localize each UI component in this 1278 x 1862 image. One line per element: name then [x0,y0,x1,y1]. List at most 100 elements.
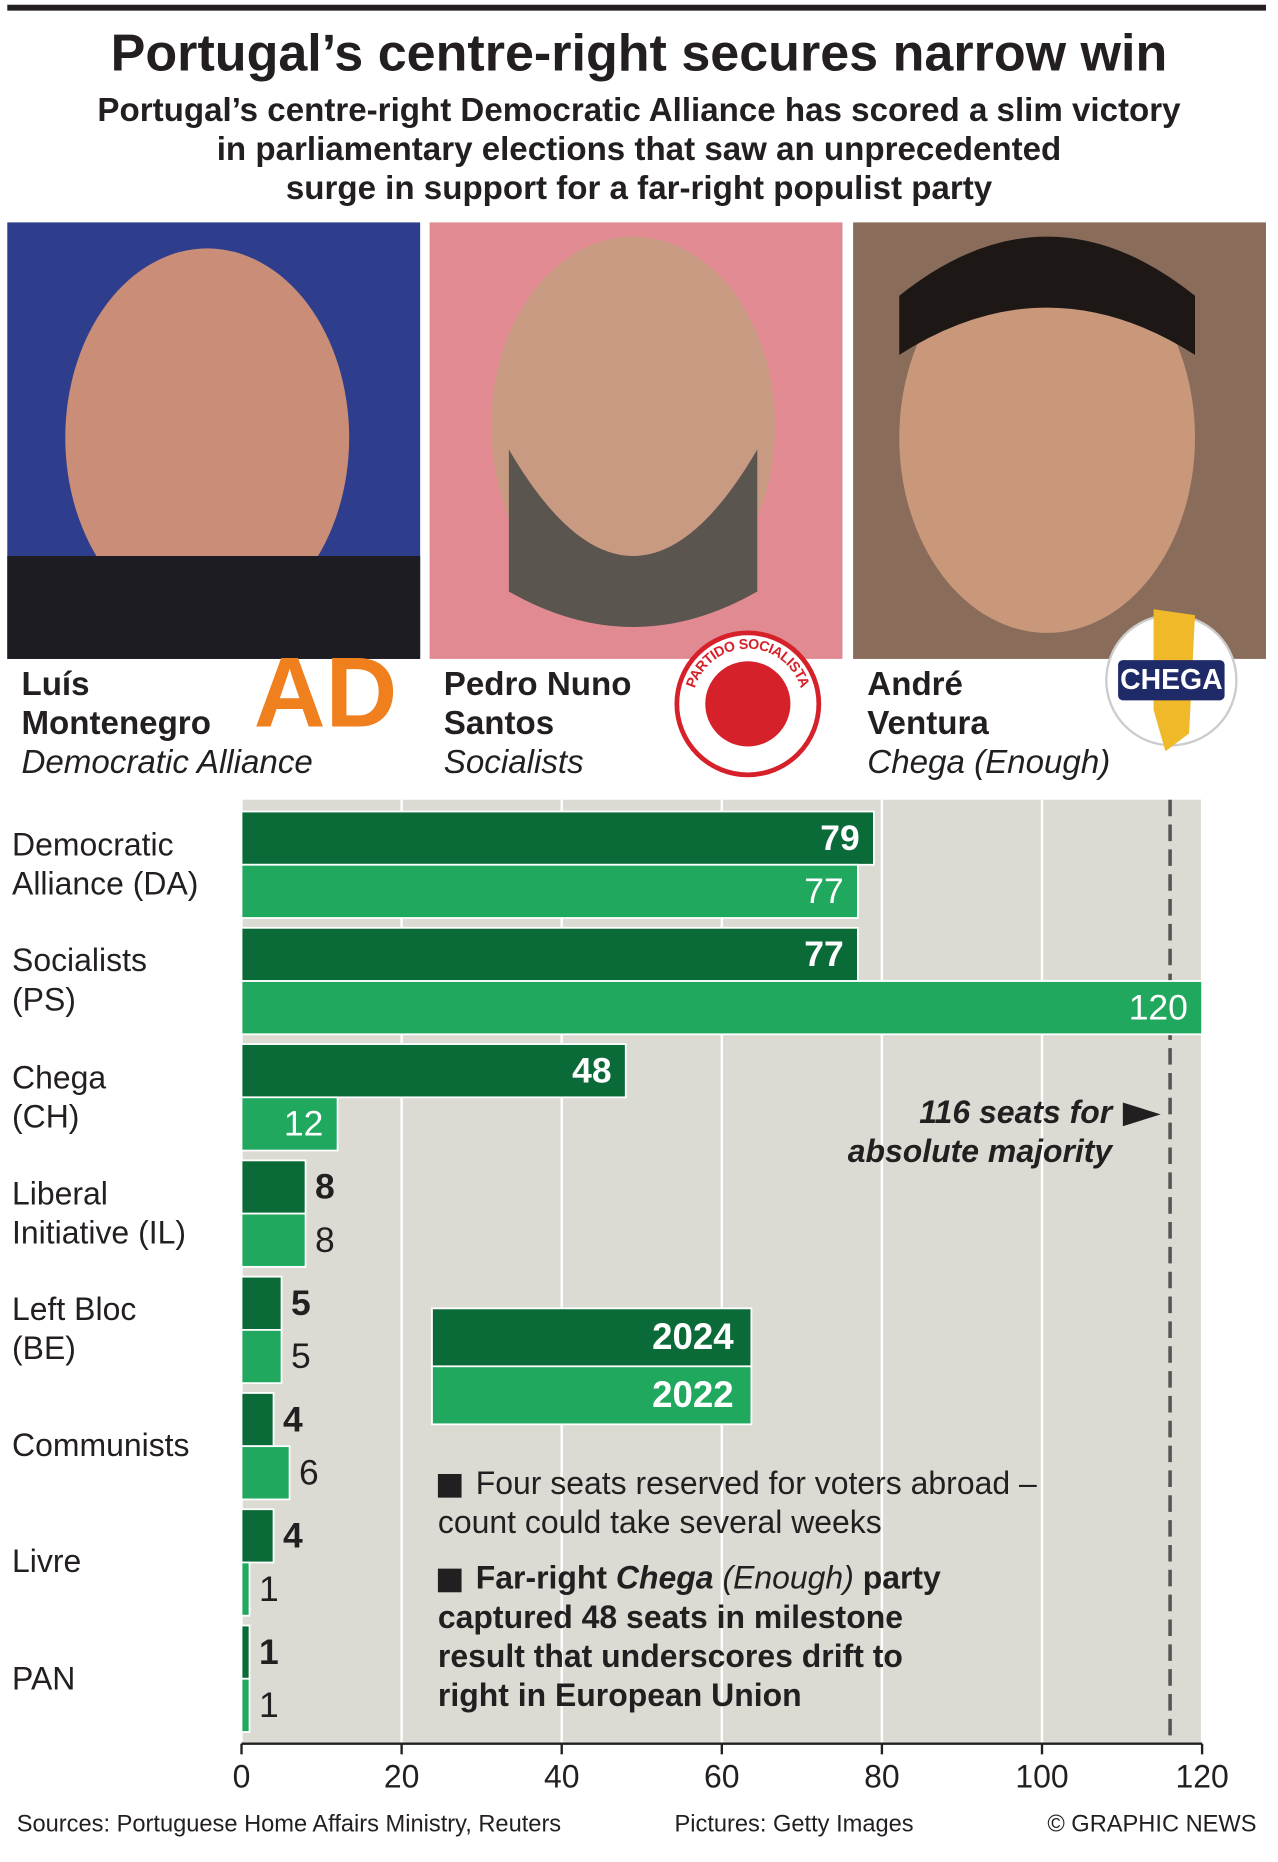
value-label: 8 [315,1220,335,1260]
note-text: Four seats reserved for voters abroad – … [437,1465,1037,1541]
value-label: 6 [299,1453,319,1493]
y-tick-label: Democratic Alliance (DA) [12,826,199,902]
photo-beard [508,449,758,627]
value-label: 4 [283,1399,303,1439]
bar [240,1624,251,1680]
subtitle: surge in support for a far-right populis… [286,170,993,207]
value-label: 1 [259,1685,279,1725]
leader-party: Democratic Alliance [21,744,312,781]
x-tick-label: 20 [384,1759,420,1795]
x-tick-label: 60 [704,1759,740,1795]
note-box: Four seats reserved for voters abroad – … [438,1465,1112,1543]
photo-face [65,248,350,627]
value-label: 1 [259,1632,279,1672]
bar [240,1508,275,1564]
bar [240,810,875,866]
leader-party: Chega (Enough) [867,744,1110,781]
bar [240,1043,627,1099]
x-tick-label: 100 [1015,1759,1068,1795]
value-label: 12 [284,1104,323,1144]
legend-label: 2022 [652,1374,734,1415]
x-tick-label: 80 [864,1759,900,1795]
chega-logo-badge [1118,660,1225,701]
title: Portugal’s centre-right secures narrow w… [111,25,1168,83]
y-tick-label: Livre [12,1544,82,1580]
value-label: 77 [804,934,843,974]
value-label: 5 [291,1283,311,1323]
bar [240,980,1203,1036]
x-tick-label: 120 [1175,1759,1228,1795]
note-text: Far-right [475,1560,616,1596]
bar [240,1561,251,1617]
note: Four seats reserved for voters abroad – … [438,1465,1112,1543]
legend-swatch [431,1307,753,1368]
y-tick-label: Communists [12,1427,190,1464]
category-label-box: Liberal Initiative (IL) [12,1175,186,1251]
bar [240,1212,307,1268]
leader-captions: Luís Montenegro Democratic Alliance AD P… [21,609,1238,781]
y-tick-label: Left Bloc (BE) [12,1292,137,1367]
majority-arrow [1122,1102,1161,1127]
value-label: 48 [572,1050,611,1090]
top-rule [7,4,1266,11]
note-bullet [437,1568,462,1593]
footer-credit: © GRAPHIC NEWS [1047,1812,1256,1838]
bar [240,1096,339,1152]
photos [7,222,1266,659]
footer-sources: Sources: Portuguese Home Affairs Ministr… [17,1812,561,1838]
category-label-box: Communists [12,1427,190,1464]
y-tick-label: Liberal Initiative (IL) [12,1175,186,1251]
legend-swatch [431,1365,753,1426]
bar [240,1159,307,1215]
value-label: 4 [283,1516,303,1556]
y-tick-label: Socialists (PS) [12,943,147,1018]
leader-name: Luís [21,666,89,703]
leader-name: Montenegro [21,705,210,742]
leader-name: André [867,666,963,703]
bar [240,1445,291,1501]
value-label: 8 [315,1167,335,1207]
note-text: Chega [615,1560,714,1596]
value-label: 1 [259,1569,279,1609]
photo-suit [7,555,421,659]
party-logo: AD [254,638,398,749]
category-label-box: Democratic Alliance (DA) [12,826,199,902]
category-label-box: PAN [12,1660,76,1696]
leader-name: Ventura [867,705,989,742]
y-tick-label: Chega (CH) [12,1059,107,1134]
footer-pictures: Pictures: Getty Images [674,1812,913,1838]
bar [240,1392,275,1448]
bar [240,926,859,982]
value-label: 5 [291,1336,311,1376]
majority-label: absolute majority [848,1133,1115,1169]
note-text: party captured 48 seats in milestone res… [437,1560,941,1713]
category-label-box: Livre [12,1544,82,1580]
value-label: 79 [820,818,859,858]
category-label-box: Chega (CH) [12,1059,107,1134]
photo-face [899,242,1195,633]
leader-name: Pedro Nuno [444,666,632,703]
category-label-box: Left Bloc (BE) [12,1292,137,1367]
y-tick-label: PAN [12,1660,76,1696]
note-bullet [437,1473,462,1498]
category-label-box: Socialists (PS) [12,943,147,1018]
note: Far-right Chega (Enough) party captured … [438,1559,982,1715]
x-tick-label: 40 [544,1759,580,1795]
party-logo: CHEGA [1120,664,1222,696]
value-label: 120 [1129,987,1188,1027]
bar [240,1329,283,1385]
leader-party: Socialists [444,744,584,781]
leader-name: Santos [444,705,554,742]
subtitle: in parliamentary elections that saw an u… [217,131,1062,168]
subtitle: Portugal’s centre-right Democratic Allia… [97,92,1181,129]
legend-label: 2024 [652,1316,734,1357]
bar [240,1275,283,1331]
bar [240,1677,251,1733]
photo-hair [899,236,1195,355]
majority-label: 116 seats for [919,1094,1113,1130]
ps-logo-core [705,661,791,747]
bar [240,863,859,919]
note-box: Far-right Chega (Enough) party captured … [438,1559,982,1715]
